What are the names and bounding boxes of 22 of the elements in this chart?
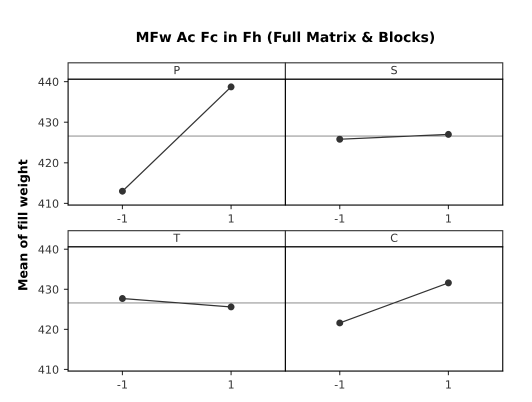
y-tick-label: 410 [38,365,58,374]
chart-subtitle: T [173,234,180,242]
x-tick-label: -1 [117,214,127,222]
chart-subtitle: C [390,234,398,242]
y-tick-label: 420 [38,158,58,168]
y-tick-label: 440 [38,78,58,86]
y-tick-label: 430 [38,118,58,127]
y-tick-label: 420 [38,325,58,334]
y-tick-label: 430 [38,285,58,294]
y-tick-label: 440 [38,245,58,254]
x-tick-label: 1 [446,214,451,222]
x-tick-label: 1 [228,380,234,389]
x-tick-label: -1 [334,380,344,389]
x-tick-label: 1 [228,214,234,222]
y-axis-title: Mean of fill weight [18,160,30,290]
x-tick-label: -1 [117,380,127,389]
chart-subtitle: P [174,66,180,74]
x-tick-label: 1 [446,380,451,389]
chart-subtitle: S [391,66,397,74]
x-tick-label: -1 [334,214,344,222]
chart-title: MFw Ac Fc in Fh (Full Matrix & Blocks) [136,31,434,44]
y-tick-label: 410 [38,199,58,208]
